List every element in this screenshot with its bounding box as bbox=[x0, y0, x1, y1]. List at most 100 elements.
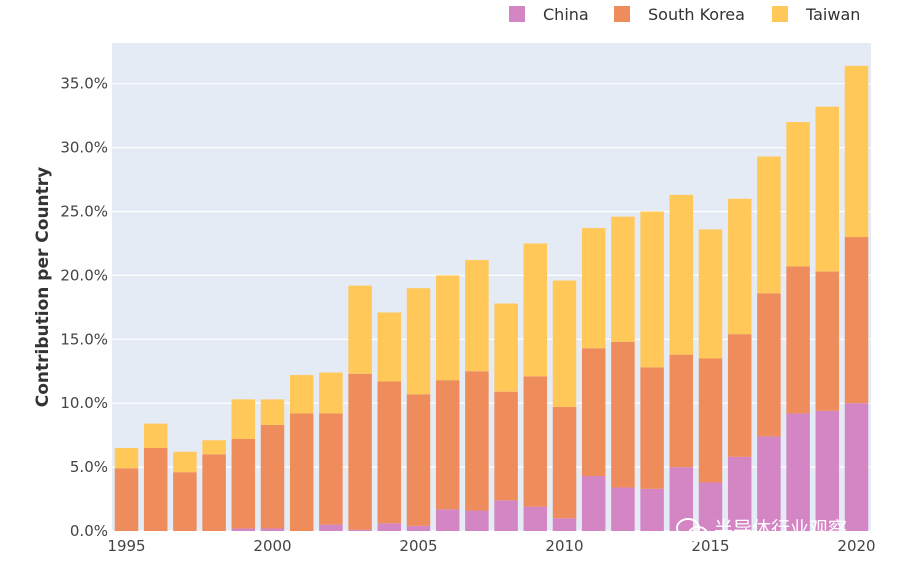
bar-segment bbox=[786, 413, 810, 531]
watermark: 半导体行业观察 bbox=[676, 518, 847, 542]
bar-segment bbox=[669, 194, 694, 355]
bar-segment bbox=[348, 373, 372, 530]
bar-segment bbox=[581, 348, 606, 477]
y-tick-label: 30.0% bbox=[60, 139, 108, 157]
bar-segment bbox=[757, 293, 781, 437]
y-tick-label: 25.0% bbox=[60, 203, 108, 221]
bar-segment bbox=[143, 447, 168, 531]
bar-segment bbox=[669, 354, 694, 468]
bar-segment bbox=[289, 375, 314, 414]
watermark-text: 半导体行业观察 bbox=[714, 518, 847, 540]
bar-segment bbox=[552, 518, 577, 531]
x-tick-label: 2000 bbox=[253, 537, 291, 555]
bar-segment bbox=[669, 467, 694, 531]
bar-segment bbox=[435, 380, 460, 510]
bar-segment bbox=[465, 510, 489, 531]
bar-segment bbox=[523, 243, 548, 377]
bar-segment bbox=[173, 451, 197, 473]
y-tick-label: 5.0% bbox=[70, 458, 108, 476]
y-tick-labels: 0.0% 5.0% 10.0% 15.0% 20.0% 25.0% 30.0% 35.0% bbox=[60, 75, 108, 540]
bar-segment bbox=[581, 476, 606, 531]
x-tick-label: 2005 bbox=[399, 537, 437, 555]
bar-segment bbox=[406, 394, 431, 526]
y-axis-title: Contribution per Country bbox=[33, 167, 53, 407]
bar-segment bbox=[727, 334, 752, 457]
bar-segment bbox=[581, 228, 606, 349]
bar-segment bbox=[114, 468, 139, 531]
bar-segment bbox=[640, 488, 664, 531]
x-tick-label: 1995 bbox=[107, 537, 145, 555]
bar-segment bbox=[698, 482, 723, 531]
bar-segment bbox=[143, 423, 168, 448]
bar-segment bbox=[377, 381, 402, 524]
bar-segment bbox=[465, 260, 489, 372]
x-tick-label: 2010 bbox=[545, 537, 583, 555]
bar-segment bbox=[757, 436, 781, 531]
bar-segment bbox=[406, 288, 431, 395]
bar-segment bbox=[435, 275, 460, 381]
legend-swatch bbox=[509, 6, 525, 22]
bar-segment bbox=[698, 229, 723, 359]
bar-segment bbox=[611, 487, 635, 531]
bar-segment bbox=[202, 454, 226, 531]
bar-segment bbox=[786, 266, 810, 414]
bars bbox=[114, 65, 869, 531]
bar-segment bbox=[698, 358, 723, 483]
legend: China South Korea Taiwan bbox=[509, 5, 860, 24]
x-tick-labels: 1995 2000 2005 2010 2015 2020 bbox=[107, 537, 875, 555]
bar-segment bbox=[815, 106, 840, 272]
y-tick-label: 10.0% bbox=[60, 394, 108, 412]
bar-segment bbox=[786, 122, 810, 267]
bar-segment bbox=[727, 198, 752, 335]
bar-segment bbox=[231, 399, 256, 439]
bar-segment bbox=[552, 407, 577, 519]
y-tick-label: 35.0% bbox=[60, 75, 108, 93]
bar-segment bbox=[319, 413, 343, 525]
bar-segment bbox=[260, 424, 285, 529]
bar-segment bbox=[815, 271, 840, 411]
bar-segment bbox=[494, 303, 518, 392]
y-tick-label: 20.0% bbox=[60, 266, 108, 284]
bar-segment bbox=[260, 528, 285, 531]
bar-segment bbox=[231, 438, 256, 529]
bar-segment bbox=[348, 529, 372, 531]
bar-segment bbox=[114, 447, 139, 469]
bar-segment bbox=[523, 506, 548, 531]
bar-segment bbox=[173, 472, 197, 531]
bar-segment bbox=[319, 372, 343, 414]
bar-segment bbox=[494, 500, 518, 531]
bar-segment bbox=[465, 371, 489, 511]
bar-segment bbox=[289, 413, 314, 531]
bar-segment bbox=[815, 410, 840, 531]
bar-segment bbox=[260, 399, 285, 425]
legend-label: China bbox=[543, 5, 589, 24]
bar-segment bbox=[727, 456, 752, 531]
bar-segment bbox=[435, 509, 460, 531]
bar-segment bbox=[494, 391, 518, 501]
y-tick-label: 0.0% bbox=[70, 522, 108, 540]
legend-label: Taiwan bbox=[805, 5, 860, 24]
bar-segment bbox=[844, 237, 869, 404]
bar-segment bbox=[231, 528, 256, 531]
bar-segment bbox=[377, 523, 402, 531]
legend-label: South Korea bbox=[648, 5, 745, 24]
bar-segment bbox=[348, 285, 372, 374]
bar-segment bbox=[523, 376, 548, 507]
bar-segment bbox=[552, 280, 577, 408]
x-tick-label: 2020 bbox=[837, 537, 875, 555]
bar-segment bbox=[640, 211, 664, 368]
bar-segment bbox=[757, 156, 781, 294]
bar-segment bbox=[844, 65, 869, 238]
legend-swatch bbox=[772, 6, 788, 22]
wechat-icon bbox=[676, 518, 708, 542]
bar-segment bbox=[319, 524, 343, 531]
bar-segment bbox=[611, 216, 635, 342]
bar-segment bbox=[844, 403, 869, 531]
bar-segment bbox=[611, 341, 635, 488]
y-tick-label: 15.0% bbox=[60, 330, 108, 348]
bar-segment bbox=[640, 367, 664, 489]
legend-swatch bbox=[614, 6, 630, 22]
bar-segment bbox=[202, 440, 226, 455]
bar-segment bbox=[406, 525, 431, 531]
